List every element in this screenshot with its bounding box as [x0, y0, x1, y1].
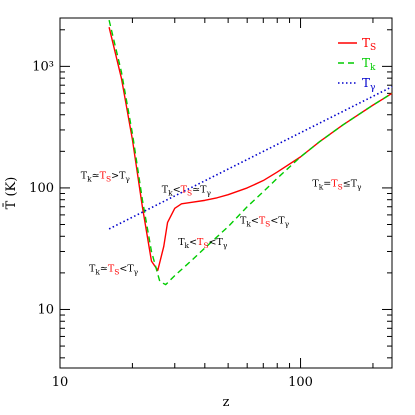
x-tick-label: 10	[52, 375, 69, 390]
y-tick-label: 100	[29, 181, 54, 196]
y-axis-title: T̄ (K)	[3, 177, 19, 210]
region-label: Tk<TS≃Tγ	[162, 184, 212, 197]
x-tick-label: 100	[288, 375, 313, 390]
axis-ticks	[59, 18, 392, 368]
legend-label: TS	[362, 36, 376, 53]
legend-label: Tk	[362, 56, 376, 73]
legend: TS Tk Tγ	[338, 36, 376, 93]
region-label: Tk<TS<Tγ	[178, 237, 228, 250]
region-label: Tk<TS<Tγ	[240, 215, 290, 228]
x-axis-title: z	[223, 395, 230, 410]
region-label: Tk≃TS<Tγ	[89, 264, 139, 277]
plot-frame	[59, 17, 393, 369]
y-tick-label: 10	[37, 302, 54, 317]
series-line-t-k	[108, 19, 393, 286]
legend-label: Tγ	[362, 76, 375, 93]
region-label: Tk≃TS>Tγ	[81, 170, 131, 183]
y-tick-label: 10³	[32, 59, 54, 74]
region-label: Tk=TS≤Tγ	[312, 178, 362, 191]
series-line-t-gamma	[108, 86, 393, 230]
axis-tick-labels: 10 100 10 100 10³	[29, 59, 313, 390]
region-annotations: Tk≃TS>Tγ Tk<TS≃Tγ Tk=TS≤Tγ Tk<TS<Tγ Tk<TS<Tγ…	[81, 170, 362, 276]
series-lines	[108, 19, 393, 286]
